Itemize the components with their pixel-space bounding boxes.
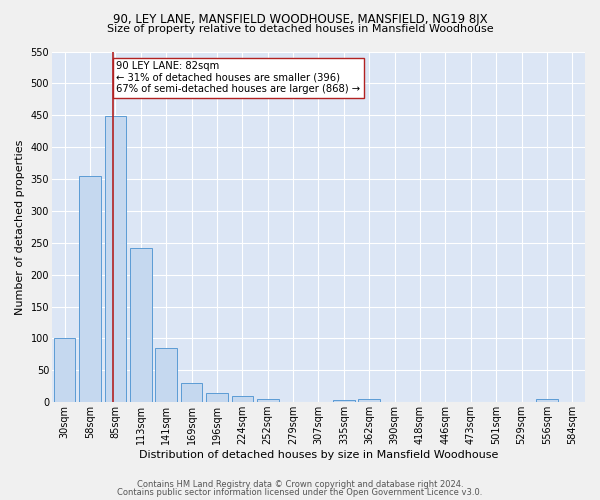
Bar xyxy=(181,383,202,402)
Bar xyxy=(130,248,152,402)
X-axis label: Distribution of detached houses by size in Mansfield Woodhouse: Distribution of detached houses by size … xyxy=(139,450,498,460)
Text: Contains HM Land Registry data © Crown copyright and database right 2024.: Contains HM Land Registry data © Crown c… xyxy=(137,480,463,489)
Bar xyxy=(257,399,278,402)
Text: 90 LEY LANE: 82sqm
← 31% of detached houses are smaller (396)
67% of semi-detach: 90 LEY LANE: 82sqm ← 31% of detached hou… xyxy=(116,61,361,94)
Bar xyxy=(206,392,228,402)
Bar xyxy=(79,176,101,402)
Bar xyxy=(358,399,380,402)
Text: 90, LEY LANE, MANSFIELD WOODHOUSE, MANSFIELD, NG19 8JX: 90, LEY LANE, MANSFIELD WOODHOUSE, MANSF… xyxy=(113,12,487,26)
Bar xyxy=(333,400,355,402)
Bar xyxy=(104,116,126,402)
Bar xyxy=(155,348,177,402)
Bar xyxy=(536,399,558,402)
Text: Contains public sector information licensed under the Open Government Licence v3: Contains public sector information licen… xyxy=(118,488,482,497)
Bar xyxy=(54,338,76,402)
Bar xyxy=(232,396,253,402)
Text: Size of property relative to detached houses in Mansfield Woodhouse: Size of property relative to detached ho… xyxy=(107,24,493,34)
Y-axis label: Number of detached properties: Number of detached properties xyxy=(15,139,25,314)
